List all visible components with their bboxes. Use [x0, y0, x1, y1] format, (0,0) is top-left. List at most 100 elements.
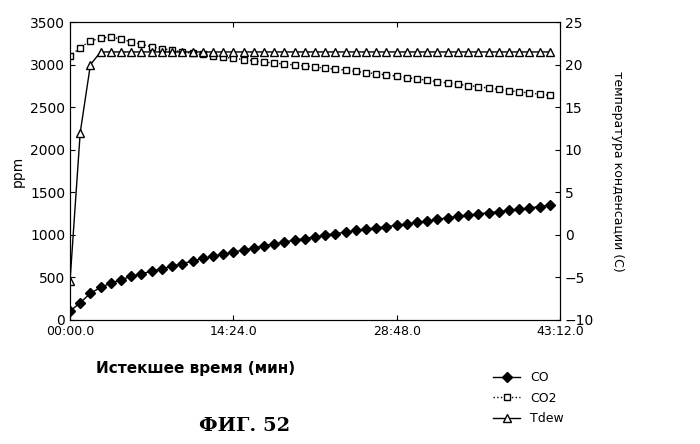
Tdew [545, 49, 554, 55]
CO2 [444, 80, 452, 86]
CO2 [117, 36, 125, 42]
Tdew [321, 49, 330, 55]
CO [494, 209, 503, 214]
CO [229, 250, 237, 255]
CO [270, 241, 279, 246]
CO [97, 285, 105, 290]
CO2 [178, 49, 186, 55]
Tdew [229, 49, 237, 55]
CO2 [351, 69, 360, 74]
Tdew [148, 49, 156, 55]
CO2 [494, 87, 503, 92]
Tdew [505, 49, 513, 55]
Tdew [66, 279, 74, 284]
CO [444, 215, 452, 220]
Tdew [158, 49, 166, 55]
Tdew [372, 49, 380, 55]
CO [148, 269, 156, 274]
CO [158, 266, 166, 271]
Tdew [137, 49, 146, 55]
CO2 [402, 75, 411, 80]
CO2 [536, 91, 544, 97]
CO [209, 254, 217, 259]
CO [168, 263, 176, 269]
Tdew [219, 49, 228, 55]
Tdew [382, 49, 391, 55]
CO [515, 206, 524, 212]
CO [178, 261, 186, 266]
CO [382, 224, 391, 229]
CO [433, 217, 442, 222]
CO [199, 256, 207, 261]
Tdew [86, 62, 94, 67]
CO2 [229, 56, 237, 61]
CO [127, 274, 136, 279]
CO2 [505, 88, 513, 93]
CO [505, 208, 513, 213]
CO2 [188, 51, 197, 56]
CO2 [413, 76, 421, 82]
Tdew [249, 49, 258, 55]
Line: CO2: CO2 [66, 33, 553, 99]
CO2 [239, 57, 248, 62]
Text: Истекшее время (мин): Истекшее время (мин) [97, 361, 295, 376]
CO [372, 225, 380, 230]
CO2 [86, 38, 94, 44]
CO2 [342, 67, 350, 73]
CO2 [199, 52, 207, 57]
Tdew [76, 130, 85, 135]
CO [188, 258, 197, 264]
Tdew [290, 49, 299, 55]
CO [260, 243, 268, 248]
CO [249, 245, 258, 250]
Tdew [117, 49, 125, 55]
Tdew [311, 49, 319, 55]
Tdew [106, 49, 115, 55]
CO [76, 300, 85, 305]
CO2 [137, 42, 146, 47]
CO2 [321, 65, 330, 71]
Y-axis label: ppm: ppm [10, 155, 25, 186]
CO2 [290, 62, 299, 67]
CO [219, 252, 228, 257]
Tdew [342, 49, 350, 55]
CO2 [433, 79, 442, 84]
CO2 [331, 67, 340, 72]
CO [117, 277, 125, 282]
CO [536, 204, 544, 209]
Tdew [280, 49, 288, 55]
CO2 [372, 71, 380, 76]
CO [137, 271, 146, 277]
CO [474, 211, 482, 217]
CO2 [484, 85, 493, 91]
CO [290, 238, 299, 243]
Tdew [178, 49, 186, 55]
CO2 [168, 48, 176, 53]
Tdew [270, 49, 279, 55]
CO2 [525, 90, 533, 95]
CO [484, 210, 493, 215]
CO2 [260, 59, 268, 65]
Tdew [464, 49, 473, 55]
Tdew [168, 49, 176, 55]
CO2 [280, 61, 288, 67]
CO2 [97, 36, 105, 41]
Tdew [199, 49, 207, 55]
Tdew [331, 49, 340, 55]
CO2 [393, 74, 401, 79]
CO2 [209, 53, 217, 59]
CO2 [464, 83, 473, 88]
CO2 [219, 54, 228, 59]
Tdew [444, 49, 452, 55]
CO2 [106, 34, 115, 40]
Y-axis label: температура конденсации (С): температура конденсации (С) [611, 71, 624, 271]
Tdew [474, 49, 482, 55]
CO [393, 223, 401, 228]
CO [402, 222, 411, 227]
Tdew [300, 49, 309, 55]
Tdew [97, 49, 105, 55]
Tdew [209, 49, 217, 55]
Tdew [484, 49, 493, 55]
CO2 [76, 45, 85, 50]
Tdew [413, 49, 421, 55]
